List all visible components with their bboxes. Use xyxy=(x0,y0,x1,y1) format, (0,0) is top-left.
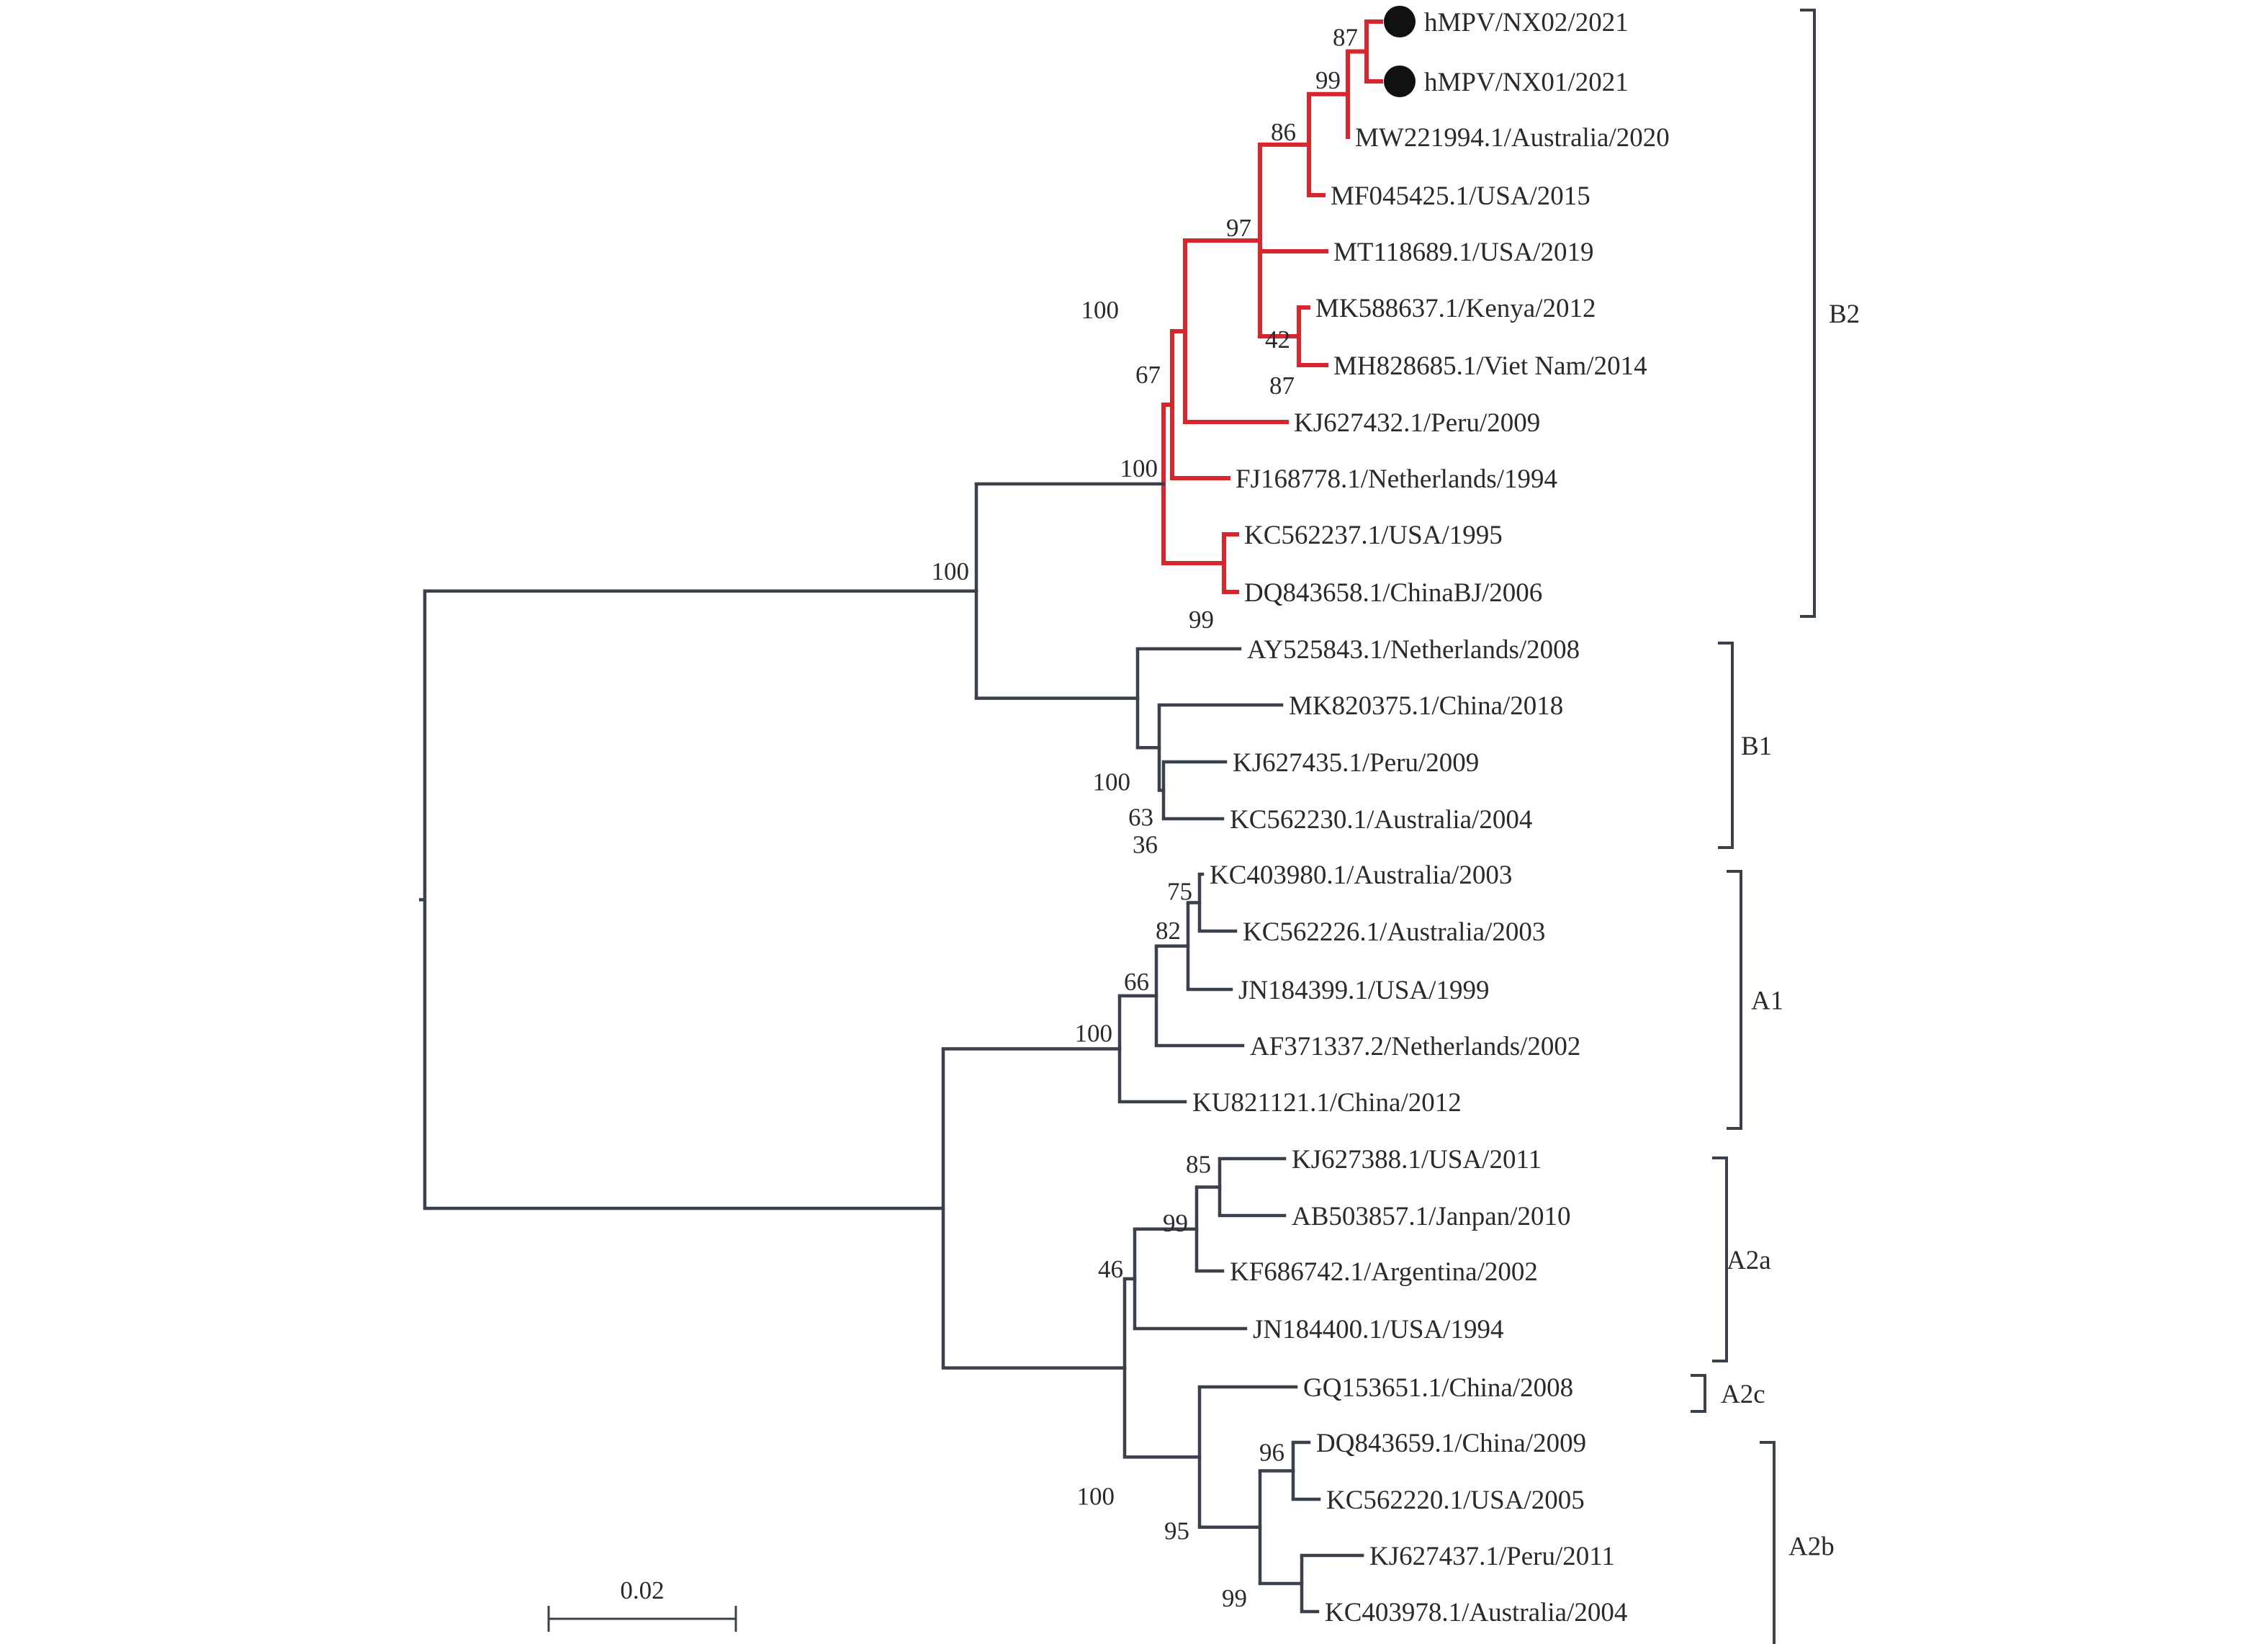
leaf-label: MK820375.1/China/2018 xyxy=(1289,691,1563,721)
bootstrap-value: 82 xyxy=(1156,917,1181,945)
bootstrap-value: 87 xyxy=(1333,24,1358,52)
bootstrap-value: 100 xyxy=(932,557,970,585)
leaf-label: MK588637.1/Kenya/2012 xyxy=(1315,294,1596,323)
scale-bar-label: 0.02 xyxy=(620,1576,664,1604)
bootstrap-value: 86 xyxy=(1271,118,1296,146)
leaf-label: KC562230.1/Australia/2004 xyxy=(1230,805,1532,835)
leaf-label: AF371337.2/Netherlands/2002 xyxy=(1250,1032,1580,1061)
bootstrap-value: 87 xyxy=(1269,372,1295,400)
scale-bar: 0.02 xyxy=(547,1576,737,1632)
bootstrap-value: 97 xyxy=(1226,214,1251,242)
leaf-label: KC562220.1/USA/2005 xyxy=(1326,1486,1585,1515)
clade-bracket-a2a xyxy=(1712,1156,1728,1362)
clade-bracket-b2 xyxy=(1800,9,1816,618)
leaf-label: MW221994.1/Australia/2020 xyxy=(1355,123,1670,153)
leaf-label: KC403978.1/Australia/2004 xyxy=(1325,1598,1627,1627)
leaf-label: MT118689.1/USA/2019 xyxy=(1333,238,1593,267)
leaf-label: FJ168778.1/Netherlands/1994 xyxy=(1236,464,1557,494)
leaf-label: KC562226.1/Australia/2003 xyxy=(1243,917,1545,947)
leaf-labels: hMPV/NX02/2021 hMPV/NX01/2021 MW221994.1/A… xyxy=(1192,8,1670,1627)
leaf-label: KJ627388.1/USA/2011 xyxy=(1292,1145,1542,1174)
clade-bracket-a2b xyxy=(1760,1441,1776,1644)
bootstrap-value: 42 xyxy=(1265,325,1290,354)
bootstrap-value: 85 xyxy=(1186,1151,1211,1179)
clade-bracket-b1 xyxy=(1718,642,1734,849)
leaf-label: AY525843.1/Netherlands/2008 xyxy=(1247,635,1580,665)
clade-bracket-a1 xyxy=(1727,870,1742,1130)
leaf-label: DQ843659.1/China/2009 xyxy=(1316,1429,1586,1458)
leaf-label: AB503857.1/Janpan/2010 xyxy=(1292,1202,1570,1231)
bootstrap-value: 67 xyxy=(1135,361,1161,389)
bootstrap-value: 99 xyxy=(1163,1209,1188,1237)
bootstrap-value: 100 xyxy=(1081,296,1120,324)
leaf-label: JN184400.1/USA/1994 xyxy=(1253,1315,1503,1344)
leaf-markers xyxy=(1384,6,1416,97)
bootstrap-value: 100 xyxy=(1075,1019,1113,1047)
bootstrap-value: 99 xyxy=(1189,606,1214,634)
bootstrap-value: 75 xyxy=(1167,878,1192,906)
clade-bracket-a2c xyxy=(1691,1374,1706,1413)
bootstrap-value: 100 xyxy=(1077,1483,1115,1511)
bootstrap-value: 36 xyxy=(1133,831,1158,859)
clade-label: A1 xyxy=(1751,987,1783,1016)
clade-brackets: B2 B1 A1 A2a A2c A2b xyxy=(1691,9,1860,1644)
leaf-label: DQ843658.1/ChinaBJ/2006 xyxy=(1244,578,1542,608)
leaf-label: MF045425.1/USA/2015 xyxy=(1331,181,1590,211)
bootstrap-value: 96 xyxy=(1259,1439,1284,1467)
bootstrap-value: 99 xyxy=(1222,1584,1247,1612)
bootstrap-value: 95 xyxy=(1164,1517,1189,1545)
clade-label: A2a xyxy=(1727,1246,1771,1275)
leaf-label: KF686742.1/Argentina/2002 xyxy=(1230,1257,1538,1287)
leaf-label: KJ627435.1/Peru/2009 xyxy=(1233,748,1479,778)
leaf-label: hMPV/NX02/2021 xyxy=(1424,8,1629,37)
clade-label: A2c xyxy=(1721,1380,1765,1409)
leaf-label: GQ153651.1/China/2008 xyxy=(1303,1373,1573,1403)
bootstrap-value: 100 xyxy=(1093,768,1131,796)
leaf-label: hMPV/NX01/2021 xyxy=(1424,68,1629,97)
leaf-label: MH828685.1/Viet Nam/2014 xyxy=(1333,351,1647,381)
bootstrap-value: 99 xyxy=(1315,66,1341,94)
clade-label: A2b xyxy=(1788,1532,1835,1562)
scale-bar-line xyxy=(547,1606,737,1632)
bootstrap-value: 66 xyxy=(1124,968,1149,996)
bootstrap-value: 46 xyxy=(1098,1255,1123,1283)
leaf-label: KU821121.1/China/2012 xyxy=(1192,1088,1462,1118)
filled-circle-marker xyxy=(1384,6,1416,37)
clade-label: B1 xyxy=(1741,732,1772,761)
bootstrap-value: 100 xyxy=(1120,454,1158,482)
clade-label: B2 xyxy=(1829,300,1860,329)
filled-circle-marker xyxy=(1384,66,1416,97)
leaf-label: KC403980.1/Australia/2003 xyxy=(1210,861,1512,890)
leaf-label: KJ627437.1/Peru/2011 xyxy=(1369,1542,1615,1571)
bootstrap-value: 63 xyxy=(1128,803,1153,831)
leaf-label: KJ627432.1/Peru/2009 xyxy=(1294,408,1540,438)
leaf-label: KC562237.1/USA/1995 xyxy=(1244,521,1503,550)
tree-branches xyxy=(419,19,1383,1614)
leaf-label: JN184399.1/USA/1999 xyxy=(1238,976,1489,1005)
